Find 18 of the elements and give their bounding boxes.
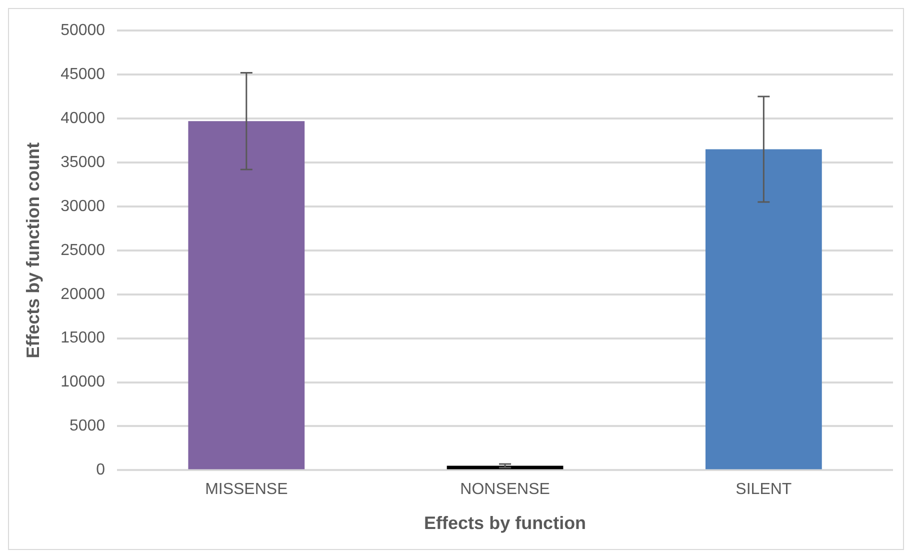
- x-tick-label: SILENT: [736, 481, 792, 498]
- x-tick-label: NONSENSE: [460, 481, 550, 498]
- y-tick-label: 45000: [60, 66, 106, 83]
- y-tick-label: 25000: [60, 242, 106, 259]
- y-tick-label: 35000: [60, 154, 106, 171]
- x-axis-title: Effects by function: [424, 513, 586, 534]
- y-tick-label: 40000: [60, 110, 106, 127]
- y-tick-label: 15000: [60, 330, 106, 347]
- bar: [188, 121, 305, 470]
- y-tick-label: 20000: [60, 286, 106, 303]
- y-tick-label: 0: [96, 462, 106, 479]
- y-tick-label: 10000: [60, 374, 106, 391]
- y-tick-label: 30000: [60, 198, 106, 215]
- bar: [705, 149, 822, 470]
- y-axis-title: Effects by function count: [22, 142, 43, 358]
- x-tick-label: MISSENSE: [205, 481, 288, 498]
- y-tick-label: 5000: [70, 418, 106, 435]
- y-tick-label: 50000: [60, 22, 106, 40]
